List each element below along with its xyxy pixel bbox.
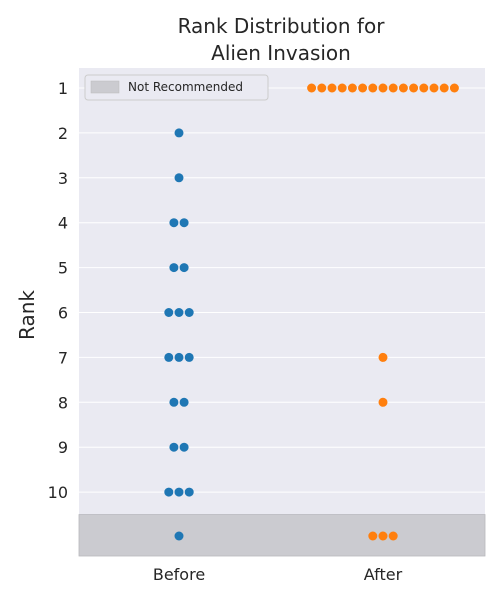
data-point	[378, 531, 388, 541]
legend-swatch-not-recommended	[90, 80, 120, 94]
y-tick-labels: 1 2 3 4 5 6 7 8 9 10	[48, 79, 68, 502]
data-point	[174, 128, 184, 138]
y-tick-label: 9	[58, 438, 68, 457]
x-tick-label: After	[364, 565, 403, 584]
grid-lines	[79, 87, 485, 493]
data-point	[347, 83, 357, 93]
data-point	[378, 352, 388, 362]
y-tick-label: 4	[58, 214, 68, 233]
data-point	[184, 487, 194, 497]
data-point	[398, 83, 408, 93]
data-point	[169, 218, 179, 228]
data-point	[174, 352, 184, 362]
data-point	[169, 442, 179, 452]
data-point	[409, 83, 419, 93]
legend-box	[84, 74, 269, 101]
chart-title-line-2: Alien Invasion	[211, 41, 351, 65]
data-point	[169, 397, 179, 407]
data-point	[429, 83, 439, 93]
data-point	[388, 531, 398, 541]
data-point	[378, 397, 388, 407]
data-point	[439, 83, 449, 93]
data-point	[307, 83, 317, 93]
y-tick-label: 2	[58, 124, 68, 143]
x-tick-labels: Before After	[153, 565, 403, 584]
data-point	[388, 83, 398, 93]
x-tick-label: Before	[153, 565, 205, 584]
y-axis-label: Rank	[15, 290, 39, 340]
chart-title: Rank Distribution for Alien Invasion	[178, 14, 386, 65]
data-point	[449, 83, 459, 93]
legend-label-not-recommended: Not Recommended	[128, 80, 243, 94]
y-tick-label: 7	[58, 348, 68, 367]
data-point	[169, 263, 179, 273]
data-point	[337, 83, 347, 93]
data-point	[358, 83, 368, 93]
data-point	[164, 308, 174, 317]
data-point	[164, 352, 174, 362]
y-tick-label: 5	[58, 259, 68, 278]
data-point	[184, 308, 194, 317]
data-points	[164, 83, 459, 541]
data-point	[368, 531, 378, 541]
data-point	[174, 308, 184, 317]
data-point	[179, 442, 189, 452]
y-tick-label: 1	[58, 79, 68, 98]
data-point	[174, 531, 184, 541]
y-tick-label: 6	[58, 304, 68, 323]
not-recommended-region	[78, 514, 486, 557]
data-point	[419, 83, 429, 93]
data-point	[378, 83, 388, 93]
data-point	[179, 397, 189, 407]
data-point	[174, 487, 184, 497]
data-point	[327, 83, 337, 93]
data-point	[164, 487, 174, 497]
y-tick-label: 3	[58, 169, 68, 188]
data-point	[317, 83, 327, 93]
y-tick-label: 8	[58, 393, 68, 412]
data-point	[184, 352, 194, 362]
legend: Not Recommended	[84, 74, 269, 101]
chart-title-line-1: Rank Distribution for	[178, 14, 386, 38]
y-tick-label: 10	[48, 483, 68, 502]
data-point	[179, 263, 189, 273]
data-point	[368, 83, 378, 93]
data-point	[174, 173, 184, 183]
data-point	[179, 218, 189, 228]
